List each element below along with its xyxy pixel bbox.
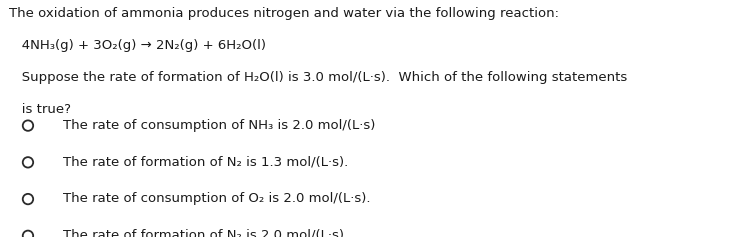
Text: The rate of formation of N₂ is 2.0 mol/(L·s).: The rate of formation of N₂ is 2.0 mol/(… <box>63 229 347 237</box>
Text: The rate of consumption of O₂ is 2.0 mol/(L·s).: The rate of consumption of O₂ is 2.0 mol… <box>63 192 370 205</box>
Text: is true?: is true? <box>9 103 71 116</box>
Text: The rate of consumption of NH₃ is 2.0 mol/(L·s): The rate of consumption of NH₃ is 2.0 mo… <box>63 118 375 132</box>
Text: The oxidation of ammonia produces nitrogen and water via the following reaction:: The oxidation of ammonia produces nitrog… <box>9 7 559 20</box>
Text: Suppose the rate of formation of H₂O(l) is 3.0 mol/(L·s).  Which of the followin: Suppose the rate of formation of H₂O(l) … <box>9 71 627 84</box>
Text: 4NH₃(g) + 3O₂(g) → 2N₂(g) + 6H₂O(l): 4NH₃(g) + 3O₂(g) → 2N₂(g) + 6H₂O(l) <box>9 39 266 52</box>
Text: The rate of formation of N₂ is 1.3 mol/(L·s).: The rate of formation of N₂ is 1.3 mol/(… <box>63 155 348 168</box>
